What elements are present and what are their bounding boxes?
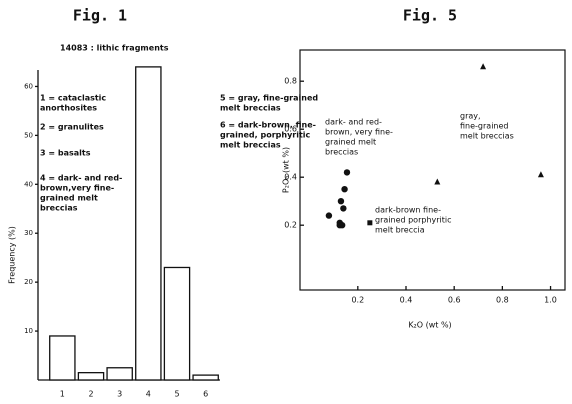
- annotation: anorthosites: [40, 104, 97, 113]
- point: [338, 222, 346, 229]
- chart-title: Fig. 1: [73, 7, 127, 25]
- annotation: 6 = dark-brown, fine-: [220, 121, 316, 130]
- point: [480, 63, 487, 70]
- annotation: melt breccia: [375, 226, 425, 235]
- point: [325, 212, 333, 219]
- bar: [106, 367, 133, 381]
- bar: [163, 266, 191, 381]
- annotation: melt breccias: [220, 141, 281, 150]
- point: [341, 186, 348, 193]
- annotation: melt breccias: [460, 132, 514, 141]
- point: [537, 171, 544, 178]
- annotation: 4 = dark- and red-: [40, 174, 122, 183]
- x-tick-label: 4: [146, 390, 151, 399]
- annotation: grained, porphyritic: [220, 131, 311, 140]
- annotation: gray,: [460, 112, 481, 121]
- plot-frame: [299, 49, 566, 291]
- y-axis-label: P₂O₅ (wt %): [282, 147, 291, 193]
- point: [434, 178, 441, 185]
- x-tick-label: 2: [88, 390, 93, 399]
- y-tick-label: 50: [24, 131, 33, 139]
- annotation: brown, very fine-: [325, 128, 393, 137]
- x-tick-label: 6: [203, 390, 208, 399]
- x-tick-label: 3: [117, 390, 122, 399]
- annotation: fine-grained: [460, 122, 508, 131]
- annotation: 5 = gray, fine-grained: [220, 94, 318, 103]
- bar: [192, 374, 219, 381]
- x-tick-label: 1: [60, 390, 65, 399]
- annotation: melt breccias: [220, 104, 281, 113]
- point: [367, 220, 373, 226]
- annotation: brown,very fine-: [40, 184, 114, 193]
- y-tick-label: 0.8: [284, 77, 297, 86]
- y-tick-label: 0.6: [284, 125, 297, 134]
- chart-title: Fig. 5: [403, 7, 457, 25]
- x-tick-label: 5: [174, 390, 179, 399]
- y-tick-label: 60: [24, 82, 33, 90]
- annotation: grained melt: [40, 194, 98, 203]
- y-tick-label: 20: [24, 278, 33, 286]
- annotation: 3 = basalts: [40, 149, 91, 158]
- point: [337, 198, 345, 205]
- x-axis-label: K₂O (wt %): [408, 321, 451, 330]
- point: [343, 169, 351, 176]
- y-tick-label: 10: [24, 327, 33, 335]
- point: [340, 205, 347, 212]
- annotation: dark- and red-: [325, 118, 382, 127]
- annotation: grained melt: [325, 138, 376, 147]
- bar: [135, 66, 162, 381]
- subtitle: 14083 : lithic fragments: [60, 44, 169, 53]
- annotation: breccias: [325, 148, 358, 157]
- x-tick-label: 0.2: [351, 296, 364, 305]
- y-axis-label: Frequency (%): [8, 226, 17, 284]
- annotation: 1 = cataclastic: [40, 94, 106, 103]
- x-tick-label: 0.6: [448, 296, 461, 305]
- y-tick-label: 0.4: [284, 173, 297, 182]
- bar: [77, 372, 105, 381]
- y-tick-label: 30: [24, 229, 33, 237]
- bar: [49, 335, 76, 381]
- annotation: 2 = granulites: [40, 123, 104, 132]
- x-tick-label: 0.8: [496, 296, 509, 305]
- y-tick-label: 40: [24, 180, 33, 188]
- annotation: breccias: [40, 204, 78, 213]
- annotation: dark-brown fine-: [375, 206, 441, 215]
- x-tick-label: 0.4: [400, 296, 413, 305]
- x-tick-label: 1.0: [544, 296, 557, 305]
- annotation: grained porphyritic: [375, 216, 452, 225]
- y-tick-label: 0.2: [284, 221, 297, 230]
